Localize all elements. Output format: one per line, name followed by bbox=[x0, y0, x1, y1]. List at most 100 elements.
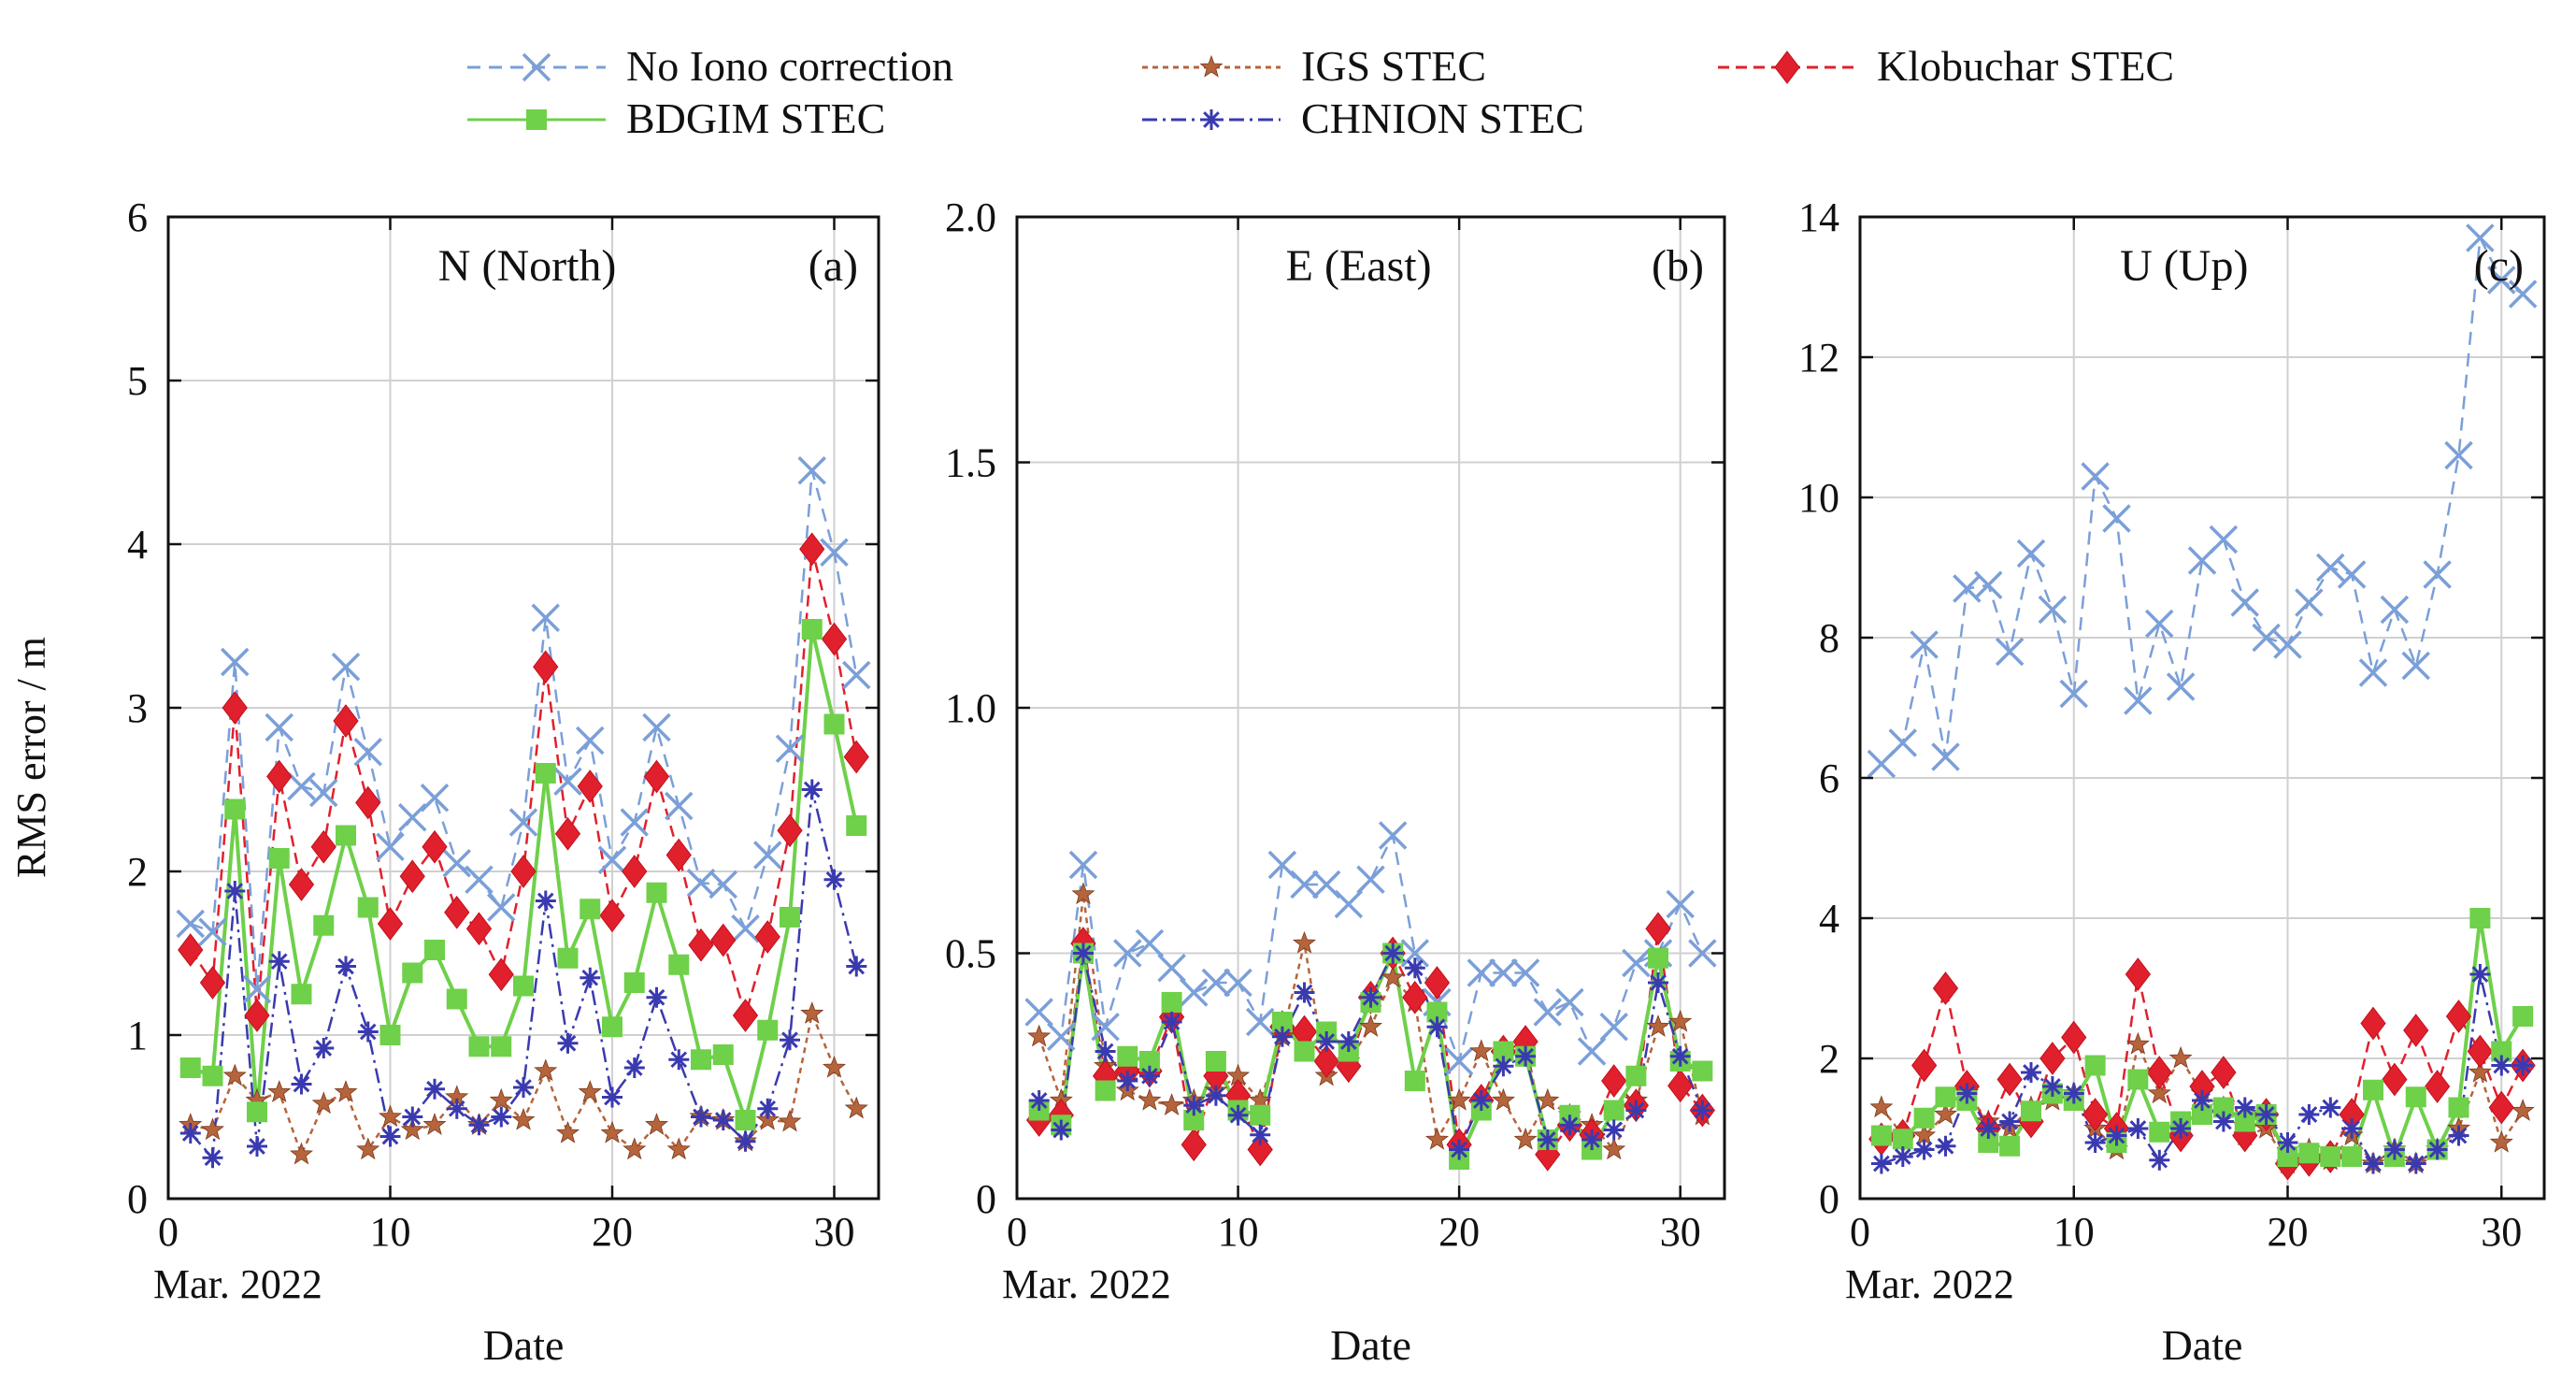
legend: No Iono correction IGS STEC Klobuchar STEC… bbox=[467, 42, 2174, 142]
data-point-klob bbox=[178, 933, 204, 967]
data-point-chnion bbox=[1515, 1045, 1537, 1067]
data-point-bdgim bbox=[2298, 1143, 2320, 1164]
data-point-noiono bbox=[242, 974, 272, 1004]
y-tick-label: 10 bbox=[1798, 475, 1839, 521]
panel-title: N (North) bbox=[438, 241, 617, 291]
data-point-noiono bbox=[2252, 623, 2281, 653]
data-point-igs bbox=[578, 1080, 602, 1102]
data-point-chnion bbox=[224, 881, 246, 901]
data-point-chnion bbox=[1138, 1065, 1160, 1086]
data-point-noiono bbox=[797, 456, 826, 485]
x-tick-label: 20 bbox=[592, 1209, 633, 1255]
data-point-noiono bbox=[2295, 588, 2324, 617]
data-point-chnion bbox=[2405, 1153, 2426, 1174]
data-point-klob bbox=[777, 813, 803, 848]
data-point-noiono bbox=[2380, 595, 2410, 625]
data-point-igs bbox=[422, 1113, 447, 1135]
data-point-chnion bbox=[1892, 1146, 1913, 1167]
y-tick-label: 0.5 bbox=[945, 931, 996, 977]
data-point-chnion bbox=[1870, 1153, 1892, 1174]
data-point-klob bbox=[2382, 1062, 2408, 1097]
data-point-chnion bbox=[1161, 1012, 1182, 1032]
data-point-noiono bbox=[265, 712, 293, 742]
data-point-chnion bbox=[336, 956, 356, 977]
data-point-igs bbox=[534, 1058, 558, 1082]
data-point-igs bbox=[1668, 1009, 1693, 1032]
data-point-chnion bbox=[1692, 1100, 1713, 1121]
data-point-noiono bbox=[2230, 588, 2259, 617]
data-point-chnion bbox=[247, 1136, 267, 1157]
data-point-klob bbox=[643, 759, 670, 794]
data-point-noiono bbox=[331, 653, 361, 682]
data-point-bdgim bbox=[2320, 1146, 2341, 1167]
data-point-bdgim bbox=[2212, 1097, 2234, 1118]
data-point-bdgim bbox=[668, 954, 690, 975]
data-point-klob bbox=[843, 740, 869, 774]
series-line-klob bbox=[1881, 973, 2525, 1165]
data-point-noiono bbox=[620, 808, 649, 837]
data-point-klob bbox=[199, 966, 226, 1000]
data-point-noiono bbox=[2316, 553, 2345, 583]
data-point-bdgim bbox=[1271, 1012, 1293, 1032]
data-point-klob bbox=[821, 622, 848, 656]
data-point-noiono bbox=[1599, 1013, 1628, 1042]
data-point-klob bbox=[444, 895, 470, 929]
x-tick-label: 10 bbox=[370, 1209, 411, 1255]
data-point-bdgim bbox=[1625, 1065, 1647, 1086]
data-point-klob bbox=[665, 838, 692, 872]
data-point-chnion bbox=[1426, 1016, 1448, 1038]
y-tick-label: 2 bbox=[127, 849, 148, 895]
series-lines bbox=[189, 469, 859, 1161]
data-point-noiono bbox=[2487, 266, 2516, 295]
data-point-chnion bbox=[2426, 1139, 2448, 1160]
plot-frame bbox=[1858, 215, 2546, 1201]
data-point-bdgim bbox=[468, 1036, 490, 1057]
data-point-bdgim bbox=[712, 1044, 734, 1065]
data-point-noiono bbox=[665, 791, 694, 821]
legend-label-igs: IGS STEC bbox=[1301, 42, 1486, 90]
data-point-noiono bbox=[2423, 560, 2452, 589]
data-point-klob bbox=[2082, 1098, 2109, 1131]
data-point-klob bbox=[2488, 1090, 2514, 1125]
data-point-noiono bbox=[553, 767, 582, 796]
data-point-chnion bbox=[1449, 1139, 1470, 1160]
data-point-noiono bbox=[287, 771, 316, 801]
data-point-bdgim bbox=[1426, 1001, 1448, 1023]
data-point-noiono bbox=[1024, 998, 1053, 1027]
x-axis-label: Date bbox=[483, 1321, 565, 1369]
data-point-igs bbox=[1536, 1087, 1560, 1111]
data-point-chnion bbox=[1051, 1119, 1072, 1141]
data-point-klob bbox=[2467, 1034, 2494, 1069]
x-sublabel: Mar. 2022 bbox=[1002, 1261, 1171, 1307]
data-point-chnion bbox=[1999, 1111, 2021, 1132]
data-point-klob bbox=[2445, 1000, 2472, 1033]
data-point-bdgim bbox=[1095, 1080, 1116, 1101]
series-lines bbox=[1880, 234, 2525, 1166]
markers-noiono bbox=[1867, 223, 2538, 779]
data-point-noiono bbox=[1995, 637, 2025, 667]
x-tick-label: 0 bbox=[158, 1209, 179, 1255]
data-point-noiono bbox=[2166, 672, 2196, 701]
legend-item-noiono: No Iono correction bbox=[467, 42, 953, 90]
series-markers bbox=[176, 456, 871, 1169]
data-point-igs bbox=[1491, 1087, 1516, 1111]
panel-3: 0 2 4 6 8 10 12 14 0 10 20 30 Mar. 2022 Date U (Up) (c) bbox=[1798, 194, 2546, 1369]
data-point-bdgim bbox=[1205, 1051, 1226, 1072]
legend-label-chnion: CHNION STEC bbox=[1301, 94, 1584, 142]
x-axis-label: Date bbox=[1330, 1321, 1411, 1369]
data-point-chnion bbox=[2363, 1153, 2383, 1174]
data-point-bdgim bbox=[2512, 1006, 2534, 1027]
data-point-noiono bbox=[1444, 1046, 1474, 1076]
legend-marker-chnion bbox=[1201, 109, 1222, 130]
data-point-igs bbox=[1869, 1095, 1894, 1118]
data-point-klob bbox=[488, 957, 514, 992]
data-point-klob bbox=[754, 920, 780, 954]
data-point-bdgim bbox=[2448, 1097, 2469, 1118]
grid bbox=[168, 217, 879, 1199]
data-point-chnion bbox=[2041, 1076, 2063, 1097]
data-point-igs bbox=[2489, 1129, 2513, 1153]
data-point-noiono bbox=[1622, 948, 1651, 978]
data-point-bdgim bbox=[1493, 1041, 1514, 1062]
grid bbox=[1017, 217, 1724, 1199]
data-point-klob bbox=[1601, 1064, 1627, 1098]
